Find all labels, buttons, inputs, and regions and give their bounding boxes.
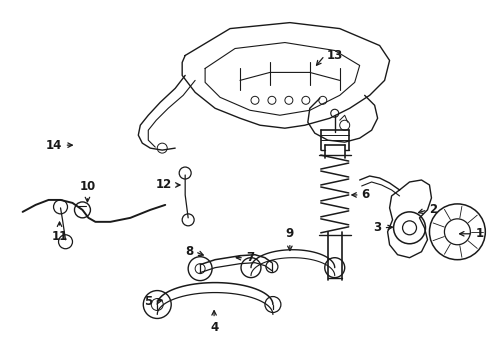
- Text: 4: 4: [210, 321, 218, 334]
- Text: 2: 2: [429, 203, 438, 216]
- Text: 7: 7: [246, 251, 254, 264]
- Text: 13: 13: [327, 49, 343, 62]
- Text: 8: 8: [185, 245, 193, 258]
- Text: 9: 9: [286, 227, 294, 240]
- Text: 11: 11: [51, 230, 68, 243]
- Text: 14: 14: [46, 139, 63, 152]
- Text: 5: 5: [144, 295, 152, 308]
- Text: 1: 1: [475, 227, 484, 240]
- Text: 3: 3: [373, 221, 382, 234]
- Text: 12: 12: [156, 179, 172, 192]
- Text: 10: 10: [79, 180, 96, 193]
- Text: 6: 6: [362, 188, 370, 202]
